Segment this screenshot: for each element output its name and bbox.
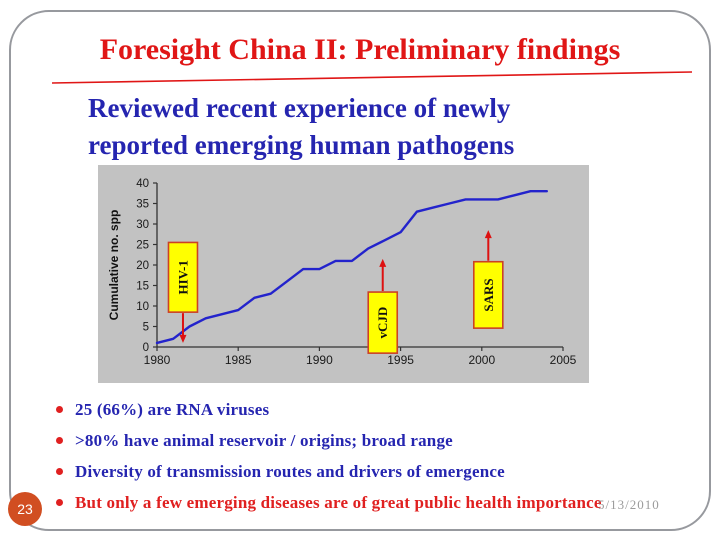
bullet-text: 25 (66%) are RNA viruses bbox=[75, 400, 270, 419]
annotation-arrowhead-icon bbox=[179, 334, 187, 343]
x-tick-label: 2000 bbox=[468, 353, 495, 367]
annotation-label: HIV-1 bbox=[175, 260, 190, 294]
x-tick-label: 1980 bbox=[144, 353, 171, 367]
y-axis-title: Cumulative no. spp bbox=[107, 210, 121, 321]
x-tick-label: 1990 bbox=[306, 353, 333, 367]
page-number-badge: 23 bbox=[8, 492, 42, 526]
y-tick-label: 20 bbox=[136, 260, 149, 272]
bullet-text: >80% have animal reservoir / origins; br… bbox=[75, 431, 453, 450]
annotation-box bbox=[472, 260, 504, 329]
cumulative-species-line bbox=[155, 190, 548, 345]
subtitle-line-2: reported emerging human pathogens bbox=[88, 130, 515, 160]
bullet-list: 25 (66%) are RNA viruses >80% have animal… bbox=[50, 399, 690, 523]
annotation-arrowhead-icon bbox=[484, 230, 492, 239]
bullet-icon bbox=[56, 437, 63, 444]
annotation-label: vCJD bbox=[375, 307, 390, 339]
y-tick-label: 10 bbox=[136, 301, 149, 313]
annotation-box bbox=[367, 291, 399, 354]
bullet-text: Diversity of transmission routes and dri… bbox=[75, 462, 505, 481]
y-tick-label: 30 bbox=[136, 219, 149, 231]
chart-canvas: 0 5 10 15 20 25 30 35 40 1980 1985 1990 1995 2000 2005… bbox=[107, 178, 577, 367]
date-text: 5/13/2010 bbox=[598, 497, 660, 512]
x-tick-label: 1985 bbox=[225, 353, 252, 367]
emerging-pathogens-chart: 0 5 10 15 20 25 30 35 40 1980 1985 1990 1995 2000 2005… bbox=[98, 165, 589, 383]
bullet-item: Diversity of transmission routes and dri… bbox=[50, 461, 690, 482]
annotation-box bbox=[167, 241, 199, 313]
x-tick-label: 2005 bbox=[550, 353, 577, 367]
bullet-item: 25 (66%) are RNA viruses bbox=[50, 399, 690, 420]
y-tick-label: 0 bbox=[143, 342, 149, 354]
bullet-icon bbox=[56, 468, 63, 475]
y-tick-label: 35 bbox=[136, 199, 149, 211]
y-tick-label: 5 bbox=[143, 322, 149, 334]
annotation-arrowhead-icon bbox=[379, 258, 387, 267]
y-tick-label: 25 bbox=[136, 240, 149, 252]
x-tick-label: 1995 bbox=[387, 353, 414, 367]
title-underline bbox=[51, 71, 693, 84]
bullet-icon bbox=[56, 499, 63, 506]
page-number: 23 bbox=[17, 501, 33, 517]
y-tick-label: 40 bbox=[136, 178, 149, 190]
y-tick-label: 15 bbox=[136, 281, 149, 293]
bullet-text: But only a few emerging diseases are of … bbox=[75, 493, 602, 512]
bullet-icon bbox=[56, 406, 63, 413]
annotation-label: SARS bbox=[481, 278, 496, 311]
slide-subtitle: Reviewed recent experience of newly repo… bbox=[88, 90, 514, 164]
bullet-item: But only a few emerging diseases are of … bbox=[50, 492, 690, 513]
slide-title: Foresight China II: Preliminary findings bbox=[99, 33, 621, 66]
bullet-item: >80% have animal reservoir / origins; br… bbox=[50, 430, 690, 451]
subtitle-line-1: Reviewed recent experience of newly bbox=[88, 93, 511, 123]
